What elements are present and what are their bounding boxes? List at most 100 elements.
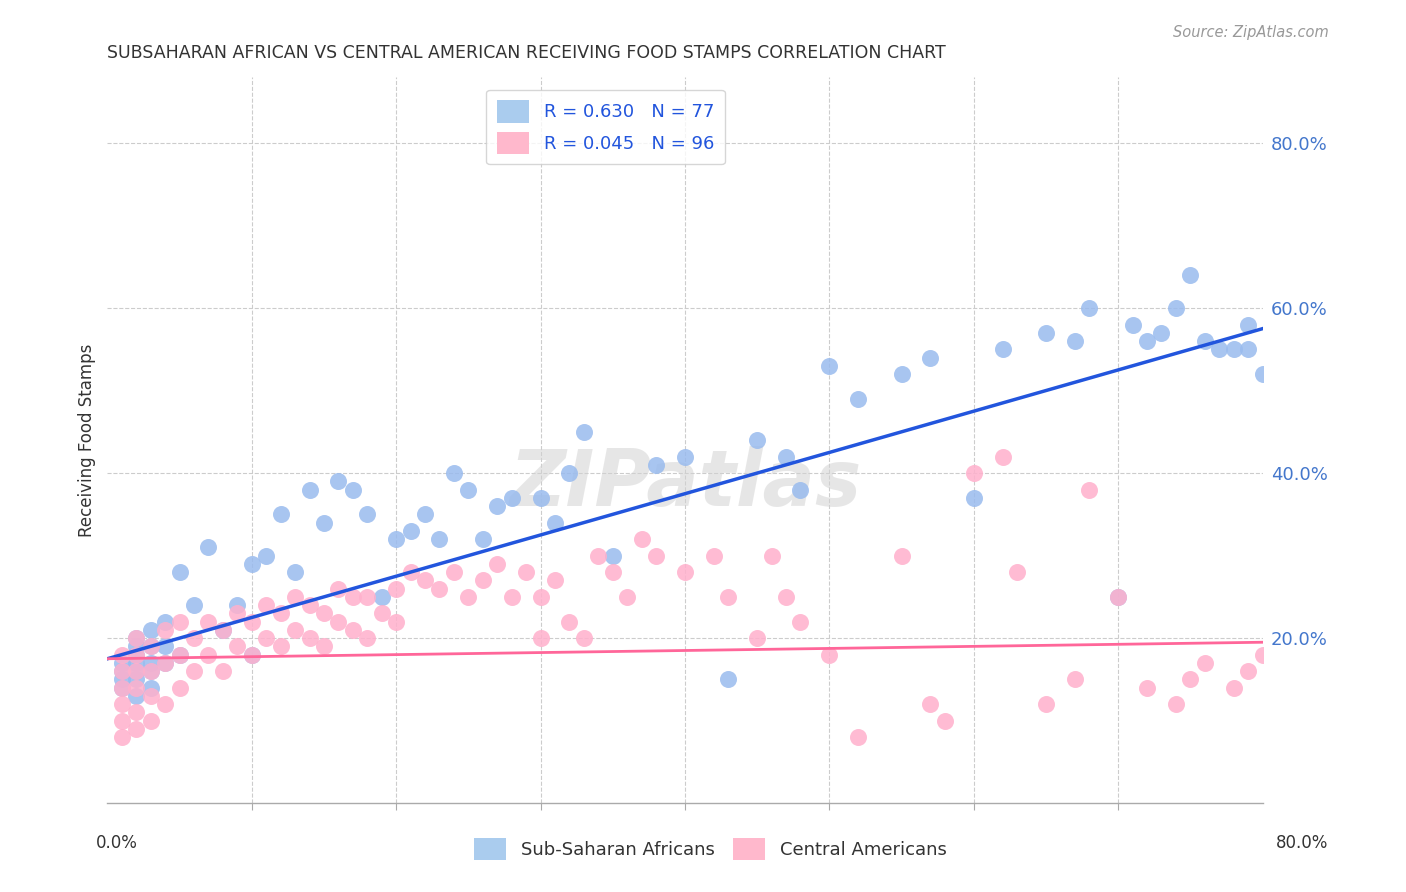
Point — [747, 433, 769, 447]
Point — [471, 532, 494, 546]
Point — [111, 697, 134, 711]
Point — [270, 640, 292, 654]
Point — [139, 656, 162, 670]
Point — [111, 664, 134, 678]
Point — [443, 466, 465, 480]
Point — [125, 648, 148, 662]
Point — [254, 598, 277, 612]
Point — [125, 664, 148, 678]
Point — [139, 664, 162, 678]
Point — [471, 574, 494, 588]
Point — [515, 565, 537, 579]
Point — [1251, 367, 1274, 381]
Point — [125, 640, 148, 654]
Point — [385, 532, 408, 546]
Point — [846, 730, 869, 744]
Point — [818, 359, 841, 373]
Point — [602, 565, 624, 579]
Point — [212, 664, 235, 678]
Point — [588, 549, 610, 563]
Point — [226, 607, 249, 621]
Point — [385, 615, 408, 629]
Point — [111, 648, 134, 662]
Point — [254, 631, 277, 645]
Point — [342, 590, 364, 604]
Point — [270, 607, 292, 621]
Point — [125, 706, 148, 720]
Point — [254, 549, 277, 563]
Point — [125, 664, 148, 678]
Point — [501, 491, 523, 505]
Point — [673, 450, 696, 464]
Point — [486, 557, 509, 571]
Point — [270, 508, 292, 522]
Point — [197, 648, 219, 662]
Point — [818, 648, 841, 662]
Point — [399, 524, 422, 538]
Point — [529, 491, 551, 505]
Point — [298, 483, 321, 497]
Point — [991, 343, 1014, 357]
Point — [544, 574, 567, 588]
Point — [775, 450, 797, 464]
Point — [284, 565, 307, 579]
Point — [111, 673, 134, 687]
Point — [1194, 334, 1216, 348]
Point — [342, 623, 364, 637]
Point — [1164, 301, 1187, 315]
Point — [890, 367, 912, 381]
Point — [630, 532, 652, 546]
Point — [1122, 318, 1144, 332]
Point — [645, 549, 668, 563]
Point — [443, 565, 465, 579]
Point — [356, 508, 378, 522]
Text: ZIPatlas: ZIPatlas — [509, 446, 860, 522]
Point — [111, 664, 134, 678]
Point — [153, 615, 176, 629]
Point — [1237, 664, 1260, 678]
Point — [1078, 483, 1101, 497]
Point — [529, 631, 551, 645]
Point — [385, 582, 408, 596]
Point — [153, 697, 176, 711]
Point — [153, 656, 176, 670]
Point — [1222, 343, 1244, 357]
Point — [240, 648, 263, 662]
Point — [789, 615, 811, 629]
Point — [1194, 656, 1216, 670]
Point — [153, 640, 176, 654]
Point — [139, 640, 162, 654]
Point — [139, 689, 162, 703]
Point — [169, 648, 191, 662]
Point — [312, 640, 335, 654]
Point — [226, 598, 249, 612]
Point — [111, 681, 134, 695]
Point — [125, 631, 148, 645]
Point — [1035, 697, 1057, 711]
Point — [1063, 673, 1085, 687]
Point — [1222, 681, 1244, 695]
Point — [1136, 681, 1159, 695]
Point — [298, 598, 321, 612]
Point — [572, 425, 595, 439]
Point — [558, 615, 581, 629]
Point — [356, 631, 378, 645]
Point — [529, 590, 551, 604]
Point — [1107, 590, 1129, 604]
Point — [240, 615, 263, 629]
Point — [1005, 565, 1028, 579]
Point — [457, 590, 479, 604]
Point — [111, 681, 134, 695]
Point — [934, 714, 956, 728]
Point — [1180, 673, 1202, 687]
Point — [1078, 301, 1101, 315]
Point — [429, 532, 451, 546]
Point — [139, 714, 162, 728]
Point — [747, 631, 769, 645]
Point — [240, 648, 263, 662]
Point — [328, 615, 350, 629]
Point — [1063, 334, 1085, 348]
Point — [616, 590, 638, 604]
Point — [789, 483, 811, 497]
Point — [761, 549, 783, 563]
